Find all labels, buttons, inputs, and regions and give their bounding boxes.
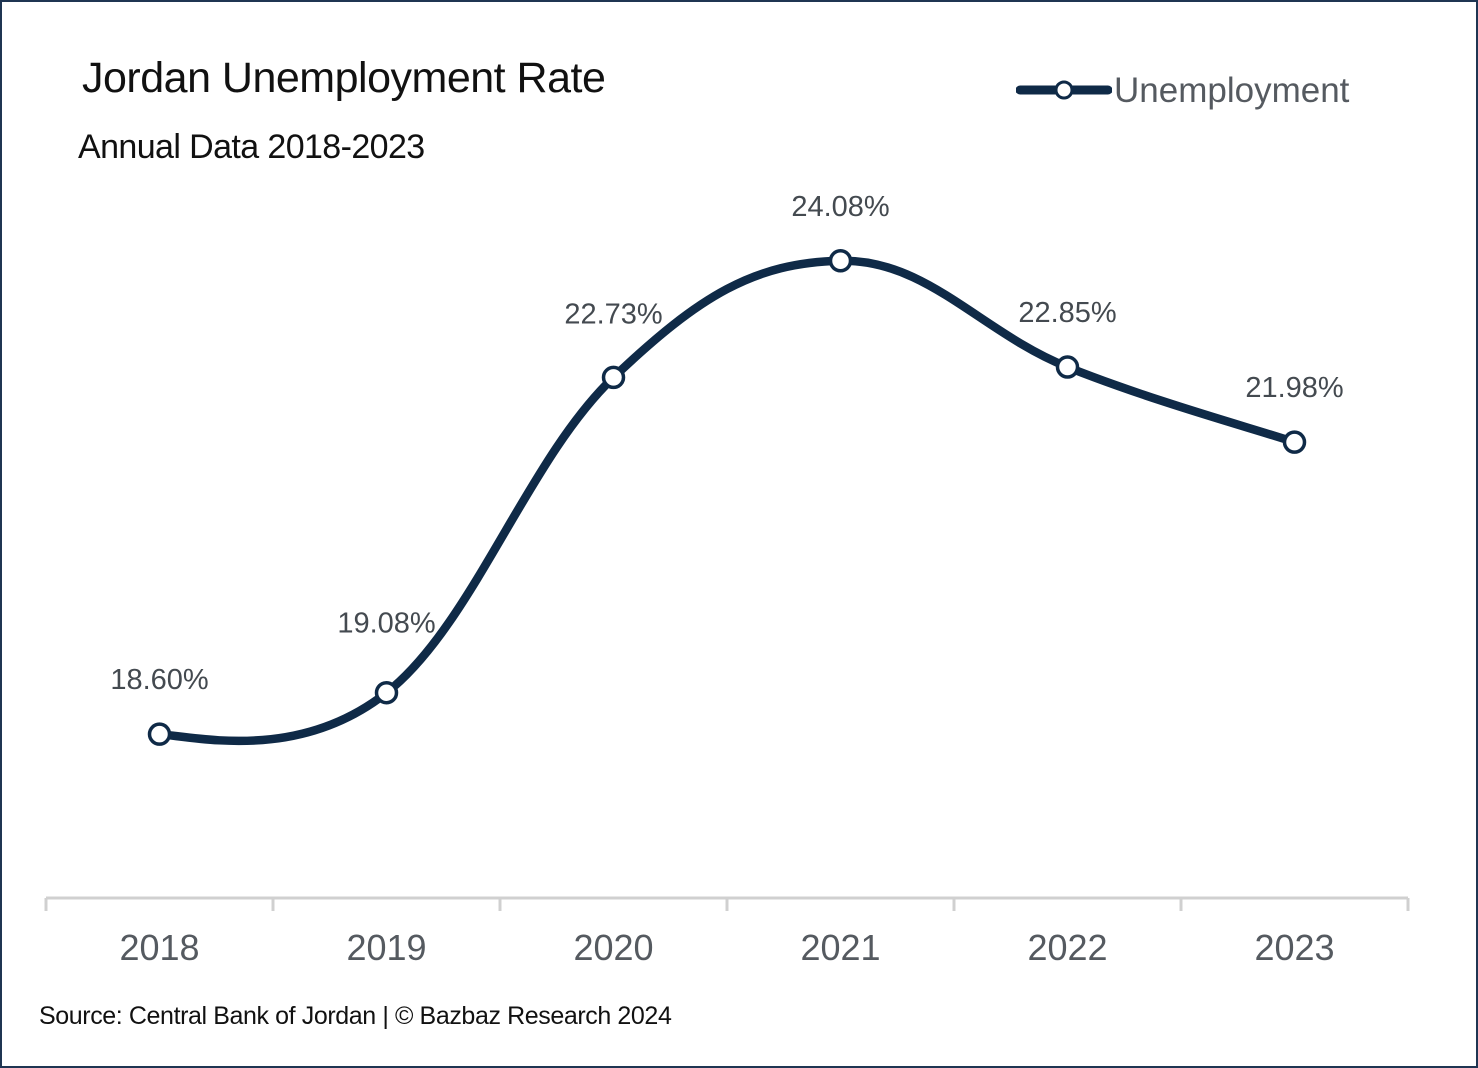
data-label-2019: 19.08% <box>337 608 435 640</box>
data-point-2019 <box>374 680 399 705</box>
x-axis <box>44 896 1410 911</box>
chart-title: Jordan Unemployment Rate <box>82 54 606 102</box>
x-tick-label-2022: 2022 <box>1027 927 1107 968</box>
data-labels: 18.60% 19.08% 22.73% 24.08% 22.85% 21.98% <box>110 191 1343 696</box>
legend-line-icon <box>1016 80 1112 100</box>
x-tick-label-2021: 2021 <box>800 927 880 968</box>
x-tick-label-2019: 2019 <box>346 927 426 968</box>
data-label-2022: 22.85% <box>1018 297 1116 329</box>
data-label-2020: 22.73% <box>564 298 662 330</box>
data-point-2021 <box>828 249 853 273</box>
x-tick-labels: 2018 2019 2020 2021 2022 2023 <box>119 927 1334 968</box>
chart-subtitle: Annual Data 2018-2023 <box>78 128 425 166</box>
data-label-2018: 18.60% <box>110 664 208 696</box>
data-point-2018 <box>147 722 172 746</box>
data-points <box>147 249 1307 746</box>
data-label-2023: 21.98% <box>1245 372 1343 404</box>
series-line-group <box>155 256 1299 746</box>
source-note: Source: Central Bank of Jordan | © Bazba… <box>39 1002 672 1030</box>
data-point-2022 <box>1055 355 1080 379</box>
legend: Unemployment <box>1016 68 1349 114</box>
data-point-2020 <box>601 365 626 390</box>
x-tick-label-2020: 2020 <box>573 927 653 968</box>
data-label-2021: 24.08% <box>791 191 889 223</box>
series-line-unemployment <box>155 256 1299 746</box>
legend-label: Unemployment <box>1114 71 1350 110</box>
x-tick-label-2023: 2023 <box>1254 927 1334 968</box>
data-point-2023 <box>1282 430 1307 454</box>
x-tick-label-2018: 2018 <box>119 927 199 968</box>
